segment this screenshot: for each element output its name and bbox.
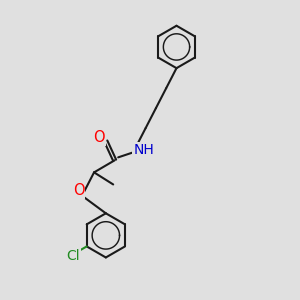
Text: O: O (94, 130, 105, 145)
Text: O: O (73, 182, 84, 197)
Text: NH: NH (133, 143, 154, 157)
Text: Cl: Cl (66, 249, 80, 262)
